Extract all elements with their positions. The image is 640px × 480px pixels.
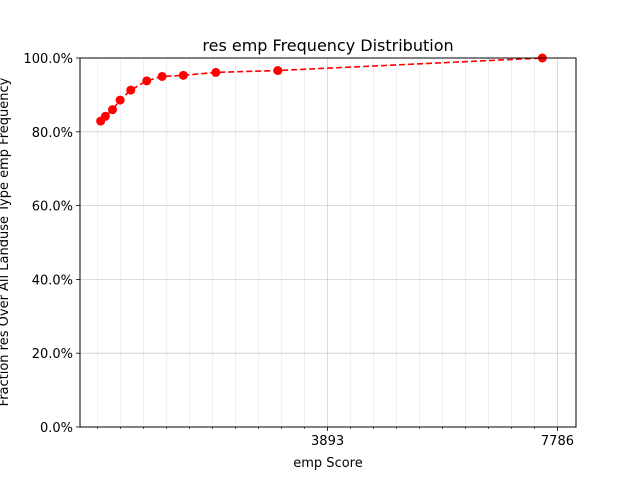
- y-tick-label: 100.0%: [23, 52, 73, 67]
- y-tick-label: 40.0%: [32, 273, 73, 288]
- data-point: [178, 70, 188, 80]
- data-point: [107, 105, 117, 115]
- data-point: [115, 95, 125, 105]
- x-tick-label: 3893: [311, 434, 344, 449]
- data-point: [211, 67, 221, 77]
- series-layer: [96, 53, 547, 126]
- y-tick-label: 60.0%: [32, 200, 73, 215]
- y-tick-label: 20.0%: [32, 347, 73, 362]
- data-point: [157, 71, 167, 81]
- data-point: [273, 66, 283, 76]
- chart-title: res emp Frequency Distribution: [202, 36, 453, 55]
- x-axis-label: emp Score: [293, 456, 362, 471]
- ticks: 3893 7786 0.0% 20.0% 40.0% 60.0% 80.0% 100.0%: [23, 52, 574, 449]
- data-point: [100, 111, 110, 121]
- data-point: [142, 76, 152, 86]
- y-axis-label: Fraction res Over All Landuse Type emp F…: [0, 77, 12, 406]
- y-tick-label: 0.0%: [40, 421, 73, 436]
- y-tick-label: 80.0%: [32, 126, 73, 141]
- plot-frame: [79, 57, 577, 428]
- grid: [80, 58, 576, 427]
- data-point: [126, 85, 136, 95]
- x-tick-label: 7786: [541, 434, 574, 449]
